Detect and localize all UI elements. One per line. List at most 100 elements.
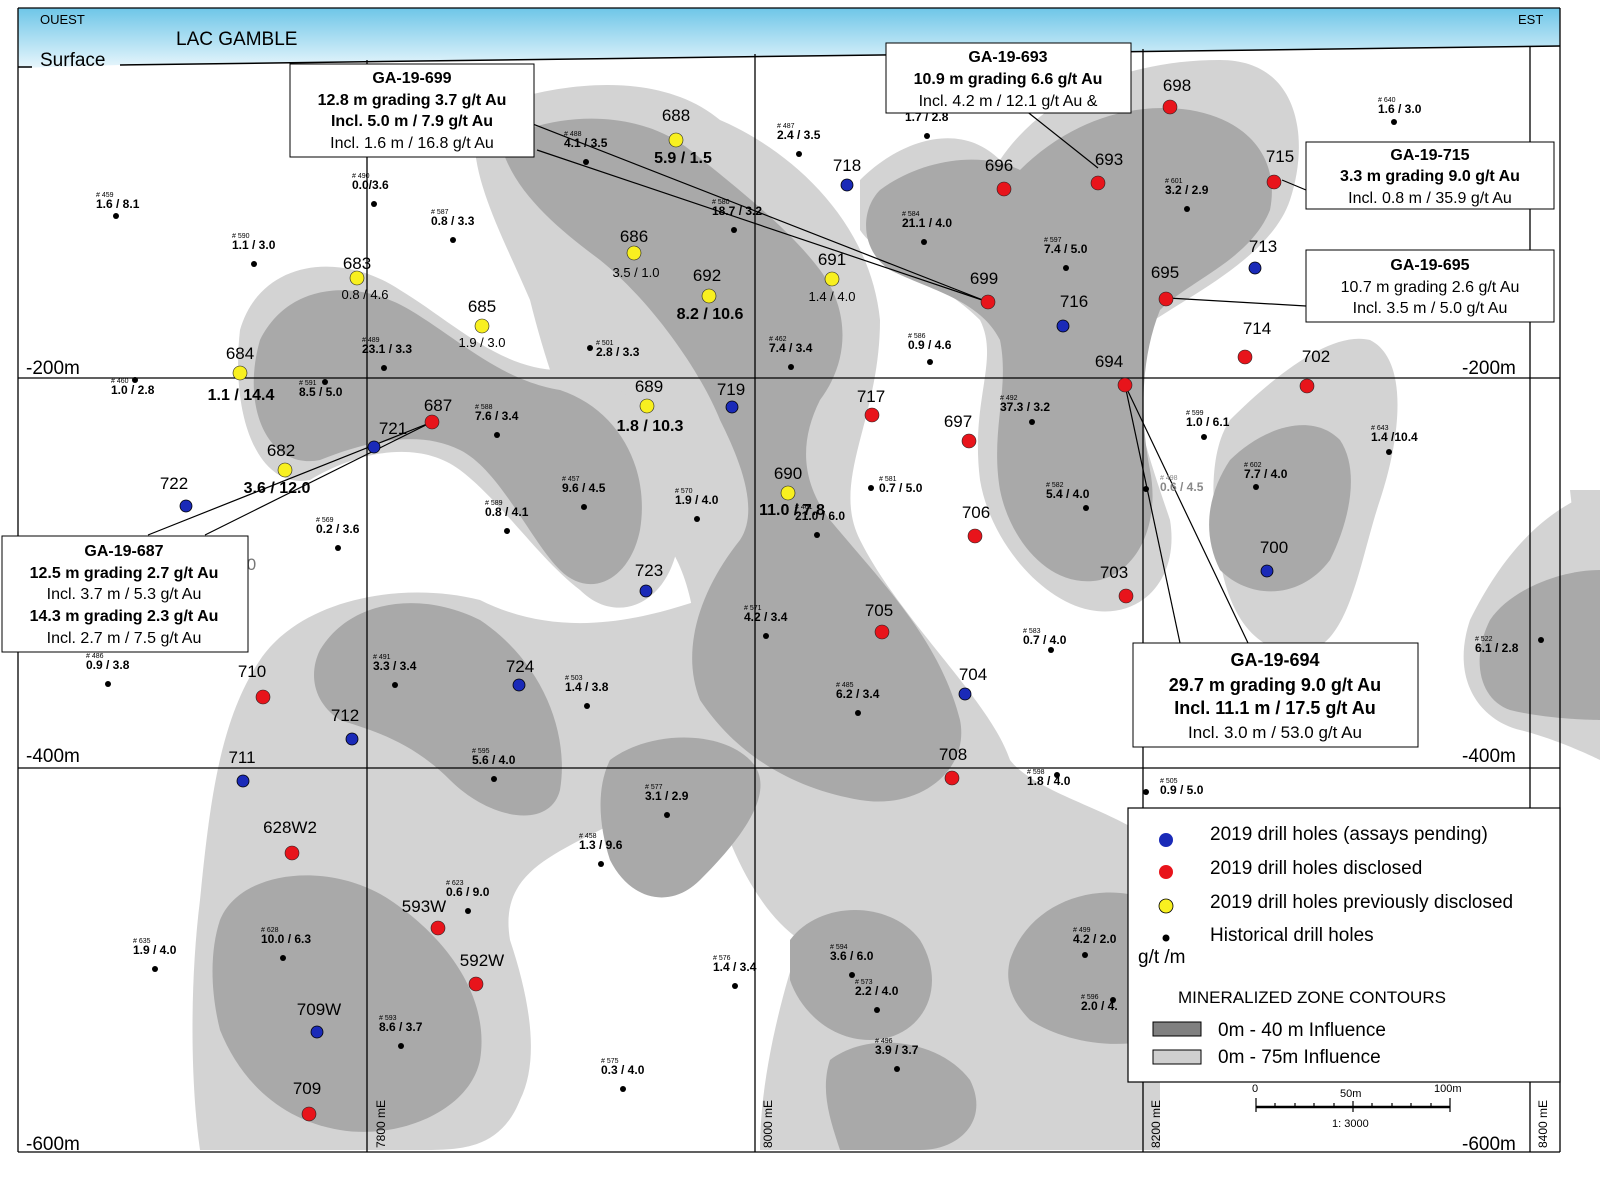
drill-hole-marker <box>824 271 840 287</box>
historical-hole-value: 2.8 / 3.3 <box>596 345 640 359</box>
historical-hole-value: 0.8 / 4.1 <box>485 505 529 519</box>
callout-687-title: GA-19-687 <box>84 543 163 560</box>
historical-hole-marker <box>1143 789 1149 795</box>
historical-hole-id: # 580 <box>712 199 730 206</box>
historical-hole-id: # 573 <box>855 979 873 986</box>
historical-hole-value: 1.9 / 4.0 <box>133 943 177 957</box>
historical-hole-value: 1.0 / 6.1 <box>1186 415 1230 429</box>
historical-hole-value: 21.1 / 4.0 <box>902 216 952 230</box>
historical-hole-value: 1.0 / 2.8 <box>111 383 155 397</box>
historical-hole-marker <box>251 261 257 267</box>
drill-hole-label: 592W <box>460 951 504 970</box>
legend-zone40-swatch <box>1152 1021 1202 1037</box>
drill-hole-marker <box>1299 378 1315 394</box>
historical-hole-id: # 569 <box>316 517 334 524</box>
sky-band <box>18 8 1560 68</box>
drill-hole-685: 685 1.9 / 3.0 <box>459 297 506 350</box>
callout-699-title: GA-19-699 <box>372 70 451 87</box>
surface-label: Surface <box>40 50 105 71</box>
drill-hole-marker <box>639 584 653 598</box>
drill-hole-label: 689 <box>635 377 663 396</box>
drill-hole-marker <box>1266 174 1282 190</box>
historical-hole-id: # 498 <box>1160 475 1178 482</box>
historical-hole-id: # 584 <box>902 211 920 218</box>
leader-687a <box>147 421 433 536</box>
historical-hole-id: # 571 <box>744 605 762 612</box>
drill-hole-label: 716 <box>1060 292 1088 311</box>
drill-hole-label: 705 <box>865 601 893 620</box>
drill-hole-label: 593W <box>402 897 446 916</box>
historical-hole-value: 7.4 / 5.0 <box>1044 242 1088 256</box>
callout-699-line3: Incl. 1.6 m / 16.8 g/t Au <box>330 135 494 152</box>
historical-hole-marker <box>1253 484 1259 490</box>
drill-hole-label: 713 <box>1249 237 1277 256</box>
legend-units: g/t /m <box>1138 947 1186 968</box>
drill-hole-713: 713 <box>1248 237 1277 275</box>
historical-hole-marker <box>392 682 398 688</box>
historical-hole-marker <box>796 151 802 157</box>
historical-hole-marker <box>1048 647 1054 653</box>
historical-hole-marker <box>927 359 933 365</box>
drill-hole-marker <box>1237 349 1253 365</box>
historical-hole-value: 1.8 / 4.0 <box>1027 774 1071 788</box>
historical-hole-value: 1.4 /10.4 <box>1371 430 1418 444</box>
drill-hole-marker <box>1260 564 1274 578</box>
depth-label-right-200: -200m <box>1462 358 1516 379</box>
drill-hole-705: 705 <box>865 601 893 640</box>
drill-hole-label: 694 <box>1095 352 1123 371</box>
historical-hole-marker <box>581 504 587 510</box>
historical-hole-marker <box>694 516 700 522</box>
depth-label-right-600: -600m <box>1462 1134 1516 1155</box>
historical-hole-value: 0.6 / 4.5 <box>1160 480 1204 494</box>
drill-hole-716: 716 <box>1056 292 1088 333</box>
callout-694-line2: Incl. 11.1 m / 17.5 g/t Au <box>1174 698 1375 718</box>
depth-label-right-400: -400m <box>1462 746 1516 767</box>
historical-hole-marker <box>450 237 456 243</box>
historical-hole-value: 10.0 / 6.3 <box>261 932 311 946</box>
drill-hole-value: 0.8 / 4.6 <box>342 287 389 302</box>
drill-hole-709: 709 <box>293 1079 321 1122</box>
historical-hole-marker <box>1110 997 1116 1003</box>
drill-hole-687: 687 <box>424 396 452 430</box>
historical-hole-id: # 596 <box>1081 994 1099 1001</box>
historical-hole-id: # 640 <box>1378 97 1396 104</box>
callout-693-line2: Incl. 4.2 m / 12.1 g/t Au & <box>919 93 1098 110</box>
historical-hole-id: # 623 <box>446 880 464 887</box>
drill-hole-value: 1.1 / 14.4 <box>208 387 275 404</box>
drill-hole-marker <box>701 288 717 304</box>
legend-zone75-label: 0m - 75m Influence <box>1218 1047 1381 1068</box>
drill-hole-marker <box>474 318 490 334</box>
historical-hole-id: # 462 <box>769 336 787 343</box>
drill-hole-value: 3.6 / 12.0 <box>244 480 311 497</box>
historical-hole-id: # 457 <box>562 476 580 483</box>
drill-hole-marker <box>468 976 484 992</box>
drill-hole-label: 685 <box>468 297 496 316</box>
drill-holes-2019: 683 0.8 / 4.6 684 1.1 / 14.4 685 1.9 / 3.0 686… <box>160 76 1330 1122</box>
drill-hole-699: 699 <box>970 269 998 310</box>
drill-hole-label: 690 <box>774 464 802 483</box>
easting-label-8200: 8200 mE <box>1149 1100 1163 1148</box>
historical-hole-marker <box>1143 486 1149 492</box>
historical-hole-value: 0.9 / 5.0 <box>1160 783 1204 797</box>
historical-hole-value: 7.6 / 3.4 <box>475 409 519 423</box>
drill-hole-686: 686 3.5 / 1.0 <box>613 227 660 280</box>
historical-hole-marker <box>584 703 590 709</box>
drill-hole-marker <box>996 181 1012 197</box>
historical-hole-marker <box>335 545 341 551</box>
drill-hole-700: 700 <box>1260 538 1288 578</box>
historical-hole-value: 5.6 / 4.0 <box>472 753 516 767</box>
drill-hole-label: 703 <box>1100 563 1128 582</box>
